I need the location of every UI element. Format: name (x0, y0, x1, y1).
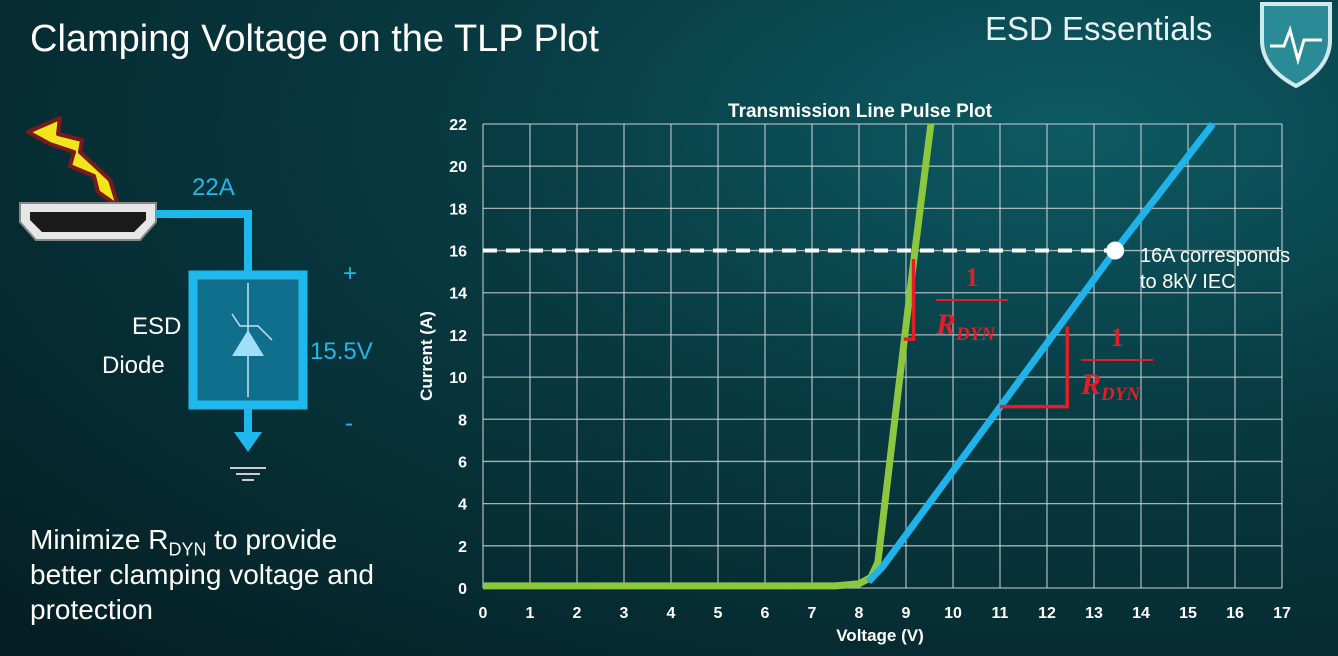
x-tick-label: 15 (1179, 605, 1197, 622)
x-tick-label: 13 (1085, 605, 1103, 622)
x-tick-label: 17 (1273, 605, 1291, 622)
current-label: 22A (192, 174, 235, 201)
chart-title: Transmission Line Pulse Plot (728, 101, 993, 122)
x-tick-label: 14 (1132, 605, 1150, 622)
y-tick-label: 14 (449, 286, 467, 303)
y-tick-label: 22 (449, 117, 467, 134)
y-tick-label: 16 (449, 244, 467, 261)
esd-circuit-diagram (19, 116, 308, 481)
annotation: 16A corresponds to 8kV IEC (1140, 245, 1291, 293)
minus-label: - (345, 410, 353, 437)
slide-title: Clamping Voltage on the TLP Plot (30, 18, 599, 60)
voltage-label: 15.5V (310, 338, 373, 365)
x-tick-label: 4 (667, 605, 676, 622)
y-tick-label: 10 (449, 370, 467, 387)
x-tick-label: 8 (855, 605, 864, 622)
series-line-0 (483, 123, 935, 590)
slope-triangle (1000, 326, 1069, 409)
brand-text: ESD Essentials (985, 10, 1213, 47)
x-tick-label: 16 (1226, 605, 1244, 622)
series-line-1 (865, 121, 1216, 585)
hdmi-port-icon (19, 202, 157, 241)
slope-denominator: RDYN (1080, 368, 1141, 405)
device-label-line2: Diode (102, 352, 165, 379)
x-tick-label: 0 (479, 605, 488, 622)
device-label-line1: ESD (132, 313, 182, 340)
data-marker (1106, 241, 1125, 260)
bullet-text: Minimize RDYN to provide better clamping… (30, 524, 374, 625)
y-tick-label: 8 (458, 412, 467, 429)
y-axis-label: Current (A) (417, 311, 436, 401)
x-tick-label: 6 (761, 605, 770, 622)
x-tick-label: 3 (620, 605, 629, 622)
x-tick-label: 2 (573, 605, 582, 622)
x-tick-label: 1 (526, 605, 535, 622)
shield-logo-icon (1260, 2, 1332, 88)
x-tick-label: 7 (808, 605, 817, 622)
ground-icon (230, 467, 266, 481)
slope-numerator: 1 (1111, 323, 1124, 352)
plus-label: + (343, 260, 358, 287)
y-tick-label: 18 (449, 201, 467, 218)
slope-triangle (903, 258, 916, 341)
slope-denominator: RDYN (935, 308, 996, 345)
x-tick-label: 10 (944, 605, 962, 622)
y-tick-label: 0 (458, 581, 467, 598)
y-tick-label: 2 (458, 539, 467, 556)
x-tick-label: 5 (714, 605, 723, 622)
y-tick-label: 12 (449, 328, 467, 345)
wire (156, 210, 252, 275)
x-tick-label: 12 (1038, 605, 1056, 622)
x-tick-label: 9 (902, 605, 911, 622)
y-tick-label: 6 (458, 454, 467, 471)
diode-symbol-icon (232, 330, 264, 356)
y-tick-label: 4 (458, 497, 467, 514)
arrow-down-icon (234, 432, 262, 452)
x-tick-label: 11 (992, 605, 1009, 622)
y-tick-label: 20 (449, 159, 467, 176)
x-axis-label: Voltage (V) (836, 626, 924, 645)
slope-numerator: 1 (966, 263, 979, 292)
